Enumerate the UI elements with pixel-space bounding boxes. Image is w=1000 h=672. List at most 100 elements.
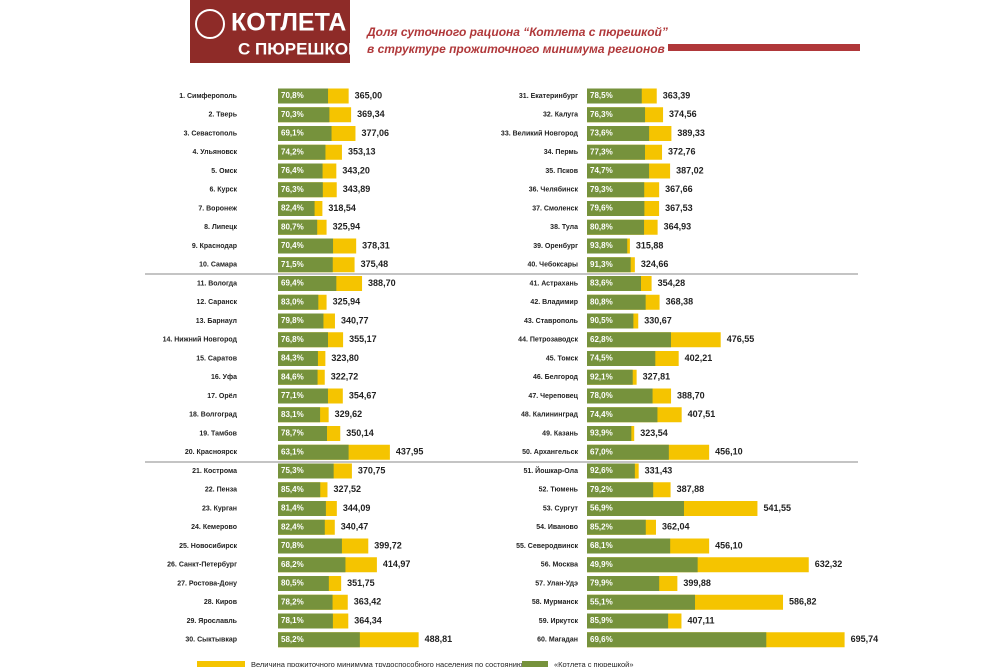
share-label: 74,7%: [590, 166, 613, 175]
bar-share: [278, 219, 318, 235]
value-label: 541,55: [763, 503, 791, 513]
value-label: 327,52: [333, 484, 361, 494]
bar-share: [587, 219, 645, 235]
bar-share: [278, 313, 324, 329]
value-label: 372,76: [668, 147, 696, 157]
share-label: 56,9%: [590, 504, 613, 513]
region-label: 5. Омск: [211, 168, 237, 175]
region-label: 34. Пермь: [544, 149, 579, 156]
bar-share: [278, 538, 342, 554]
region-label: 35. Псков: [545, 168, 578, 175]
value-label: 695,74: [851, 634, 879, 644]
value-label: 325,94: [333, 222, 361, 232]
region-label: 16. Уфа: [211, 374, 237, 381]
share-label: 82,4%: [281, 204, 304, 213]
bar-share: [278, 294, 319, 310]
share-label: 78,7%: [281, 429, 304, 438]
share-label: 76,3%: [281, 185, 304, 194]
share-label: 70,3%: [281, 110, 304, 119]
bar-share: [278, 501, 326, 516]
share-label: 68,2%: [281, 560, 304, 569]
bar-share: [587, 632, 767, 648]
share-label: 93,8%: [590, 241, 613, 250]
value-label: 387,88: [677, 484, 705, 494]
region-label: 10. Самара: [199, 262, 237, 269]
value-label: 329,62: [335, 409, 363, 419]
region-label: 52. Тюмень: [539, 487, 579, 494]
share-label: 71,5%: [281, 260, 304, 269]
region-label: 39. Оренбург: [533, 242, 578, 250]
value-label: 375,48: [361, 259, 389, 269]
value-label: 476,55: [727, 334, 755, 344]
value-label: 437,95: [396, 447, 424, 457]
value-label: 456,10: [715, 447, 743, 457]
bar-share: [587, 201, 645, 216]
region-label: 54. Иваново: [536, 524, 578, 531]
region-label: 29. Ярославль: [187, 618, 238, 625]
value-label: 414,97: [383, 559, 411, 569]
region-label: 26. Санкт-Петербург: [167, 561, 237, 569]
value-label: 407,51: [688, 409, 716, 419]
value-label: 351,75: [347, 578, 375, 588]
region-label: 47. Череповец: [528, 393, 578, 400]
region-label: 41. Астрахань: [530, 280, 579, 287]
value-label: 340,47: [341, 522, 369, 532]
bar-share: [587, 463, 635, 479]
region-label: 19. Тамбов: [199, 429, 237, 437]
share-label: 78,0%: [590, 391, 613, 400]
region-label: 13. Барнаул: [196, 318, 237, 325]
region-label: 27. Ростова-Дону: [177, 580, 237, 587]
value-label: 364,93: [664, 222, 692, 232]
share-label: 69,6%: [590, 635, 613, 644]
bar-share: [278, 557, 346, 573]
value-label: 324,66: [641, 259, 669, 269]
bar-share: [278, 407, 321, 423]
bar-share: [278, 126, 332, 141]
bar-share: [278, 519, 325, 535]
share-label: 79,2%: [590, 485, 613, 494]
region-label: 57. Улан-Удэ: [535, 580, 578, 587]
region-label: 32. Калуга: [543, 112, 578, 119]
share-label: 49,9%: [590, 560, 613, 569]
value-label: 353,13: [348, 147, 376, 157]
share-label: 85,2%: [590, 522, 613, 531]
region-label: 3. Севастополь: [184, 130, 238, 137]
region-label: 36. Челябинск: [529, 186, 579, 194]
share-label: 93,9%: [590, 429, 613, 438]
share-label: 83,1%: [281, 410, 304, 419]
bar-share: [587, 576, 660, 591]
share-label: 62,8%: [590, 335, 613, 344]
region-label: 44. Петрозаводск: [518, 337, 578, 344]
share-label: 84,6%: [281, 372, 304, 381]
value-label: 362,04: [662, 522, 690, 532]
bar-share: [278, 332, 328, 348]
share-label: 76,4%: [281, 166, 304, 175]
value-label: 488,81: [425, 634, 453, 644]
value-label: 369,34: [357, 109, 385, 119]
share-label: 80,5%: [281, 579, 304, 588]
legend-swatch: [197, 661, 245, 669]
bar-share: [278, 426, 327, 441]
value-label: 323,80: [331, 353, 359, 363]
region-label: 49. Казань: [542, 430, 579, 437]
region-label: 6. Курск: [209, 187, 237, 194]
region-label: 12. Саранск: [196, 299, 237, 306]
share-label: 73,6%: [590, 129, 613, 138]
bar-share: [587, 594, 696, 610]
bar-share: [278, 257, 333, 273]
region-label: 43. Ставрополь: [524, 318, 579, 325]
value-label: 399,72: [374, 540, 402, 550]
bar-share: [278, 107, 330, 123]
region-label: 55. Северодвинск: [516, 543, 578, 550]
title-rule: [668, 44, 860, 51]
bar-share: [587, 482, 654, 498]
share-label: 85,9%: [590, 616, 613, 625]
bar-share: [278, 388, 328, 404]
bar-share: [587, 313, 634, 329]
bar-share: [587, 126, 650, 141]
bar-share: [278, 369, 318, 385]
region-label: 56. Москва: [541, 562, 578, 569]
share-label: 80,7%: [281, 222, 304, 231]
region-label: 28. Киров: [204, 599, 238, 606]
bar-share: [278, 88, 329, 104]
